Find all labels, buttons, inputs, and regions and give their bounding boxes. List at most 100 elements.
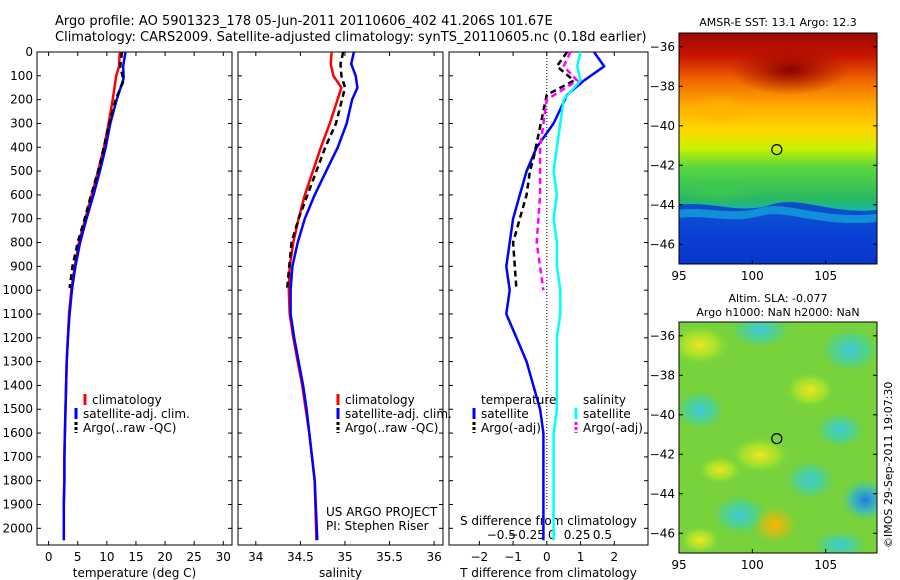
y-tick-label: 1300 xyxy=(2,355,33,369)
sla-blob xyxy=(812,531,868,553)
y-tick-label: 1600 xyxy=(2,426,33,440)
series-line xyxy=(289,51,359,541)
legend-label-sal-satellite: satellite xyxy=(583,407,631,421)
x-tick-label: −2 xyxy=(471,550,489,564)
figure-title-line2: Climatology: CARS2009. Satellite-adjuste… xyxy=(55,30,647,45)
sst-map-frame xyxy=(678,32,878,265)
sst-warm-patch xyxy=(730,45,850,95)
sla-blob xyxy=(730,322,790,348)
difference-panel: −2 −1 0 1 2 T difference from climatology −0.5… xyxy=(448,51,649,580)
sla-blob xyxy=(785,460,835,500)
y-tick-label: 1900 xyxy=(2,498,33,512)
y-tick-label: 600 xyxy=(10,188,33,202)
legend-label-climatology: climatology xyxy=(345,393,415,407)
argo-location-marker xyxy=(771,433,783,445)
y-tick-label: 1000 xyxy=(2,283,33,297)
sla-blob xyxy=(698,456,742,484)
sst-warm-patch xyxy=(690,94,750,126)
y-tick-label: −36 xyxy=(650,329,675,343)
y-tick-label: −36 xyxy=(650,40,675,54)
x-tick-label: 30 xyxy=(216,550,231,564)
y-tick-label: 100 xyxy=(10,69,33,83)
series-line xyxy=(285,51,347,291)
x-tick-label: 1 xyxy=(577,550,585,564)
y-tick-label: 1400 xyxy=(2,378,33,392)
x-tick-label: 35.5 xyxy=(376,550,403,564)
y-tick-label: −44 xyxy=(650,198,675,212)
y-tick-label: −42 xyxy=(650,158,675,172)
legend-header-salinity: salinity xyxy=(583,393,626,407)
y-tick-label: 400 xyxy=(10,140,33,154)
x-tick-label: −1 xyxy=(504,550,522,564)
sla-blob xyxy=(815,412,865,448)
x-tick-label: 10 xyxy=(99,550,114,564)
x-axis-label: salinity xyxy=(319,566,362,580)
x-tick-label: 35 xyxy=(337,550,352,564)
x2-tick-label: 0.25 xyxy=(564,528,591,542)
x-tick-label: 20 xyxy=(157,550,172,564)
project-pi: PI: Stephen Riser xyxy=(326,519,429,533)
x-axis-label: temperature (deg C) xyxy=(73,566,196,580)
legend-label-satellite: satellite-adj. clim. xyxy=(345,407,452,421)
series-line xyxy=(287,51,343,541)
salinity-legend: climatology satellite-adj. clim. Argo(..… xyxy=(336,393,452,435)
salinity-panel: 34 34.5 35 35.5 36 salinity xyxy=(237,51,444,580)
plot-frame xyxy=(36,51,233,546)
x-tick-label: 34.5 xyxy=(287,550,314,564)
y-tick-label: −40 xyxy=(650,119,675,133)
sla-blob xyxy=(730,437,790,473)
x-tick-label: 34 xyxy=(248,550,263,564)
legend-label-climatology: climatology xyxy=(92,393,162,407)
x-axis-label: T difference from climatology xyxy=(459,566,637,580)
series-line xyxy=(535,51,579,291)
copyright-stamp: ©IMOS 29-Sep-2011 19:07:30 xyxy=(882,382,895,548)
legend-label-argo: Argo(..raw -QC) xyxy=(83,421,176,435)
legend-label-sal-argo: Argo(-adj) xyxy=(583,421,643,435)
x-tick-label: 105 xyxy=(814,269,837,283)
sla-map-subtitle: Argo h1000: NaN h2000: NaN xyxy=(696,306,859,319)
y-tick-label: 1200 xyxy=(2,331,33,345)
figure-title-line1: Argo profile: AO 5901323_178 05-Jun-2011… xyxy=(55,14,553,29)
y-tick-label: 900 xyxy=(10,259,33,273)
x2-tick-label: 0 xyxy=(548,528,556,542)
x2-axis-label: S difference from climatology xyxy=(460,514,637,528)
sla-map xyxy=(679,322,877,553)
y-tick-label: −38 xyxy=(650,79,675,93)
y-tick-label: 1100 xyxy=(2,307,33,321)
difference-legend: temperature satellite Argo(-adj) salinit… xyxy=(472,393,643,435)
legend-label-argo: Argo(..raw -QC) xyxy=(345,421,438,435)
x-tick-label: 5 xyxy=(74,550,82,564)
sla-map-frame xyxy=(678,321,878,554)
x-tick-label: 2 xyxy=(610,550,618,564)
temperature-panel: 0100200300400500600700800900100011001200… xyxy=(2,45,233,580)
argo-location-marker xyxy=(771,144,783,156)
y-tick-label: 700 xyxy=(10,212,33,226)
x2-tick-label: −0.5 xyxy=(487,528,516,542)
sla-blob xyxy=(679,325,730,365)
legend-header-temperature: temperature xyxy=(481,393,556,407)
sla-blob xyxy=(680,526,720,553)
y-tick-label: 0 xyxy=(25,45,33,59)
y-tick-label: −42 xyxy=(650,447,675,461)
sla-map-title: Altim. SLA: -0.077 xyxy=(728,292,827,305)
sla-blob xyxy=(679,390,725,430)
y-tick-label: −44 xyxy=(650,487,675,501)
y-tick-label: −38 xyxy=(650,368,675,382)
sst-cool-patch xyxy=(680,176,760,204)
y-tick-label: 200 xyxy=(10,93,33,107)
x-tick-label: 36 xyxy=(426,550,441,564)
y-tick-label: −46 xyxy=(650,237,675,251)
sla-blob xyxy=(785,372,835,408)
sla-map-axes: −36 −38 −40 −42 −44 −46 95 100 105 xyxy=(650,329,877,572)
sst-map-title: AMSR-E SST: 13.1 Argo: 12.3 xyxy=(699,16,857,29)
y-tick-label: 300 xyxy=(10,116,33,130)
plot-frame xyxy=(237,51,444,546)
x-tick-label: 95 xyxy=(671,558,686,572)
project-name: US ARGO PROJECT xyxy=(326,505,438,519)
y-tick-label: 1500 xyxy=(2,402,33,416)
x-tick-label: 0 xyxy=(45,550,53,564)
x-tick-label: 15 xyxy=(128,550,143,564)
x-tick-label: 95 xyxy=(671,269,686,283)
temperature-legend: climatology satellite-adj. clim. Argo(..… xyxy=(74,393,190,435)
